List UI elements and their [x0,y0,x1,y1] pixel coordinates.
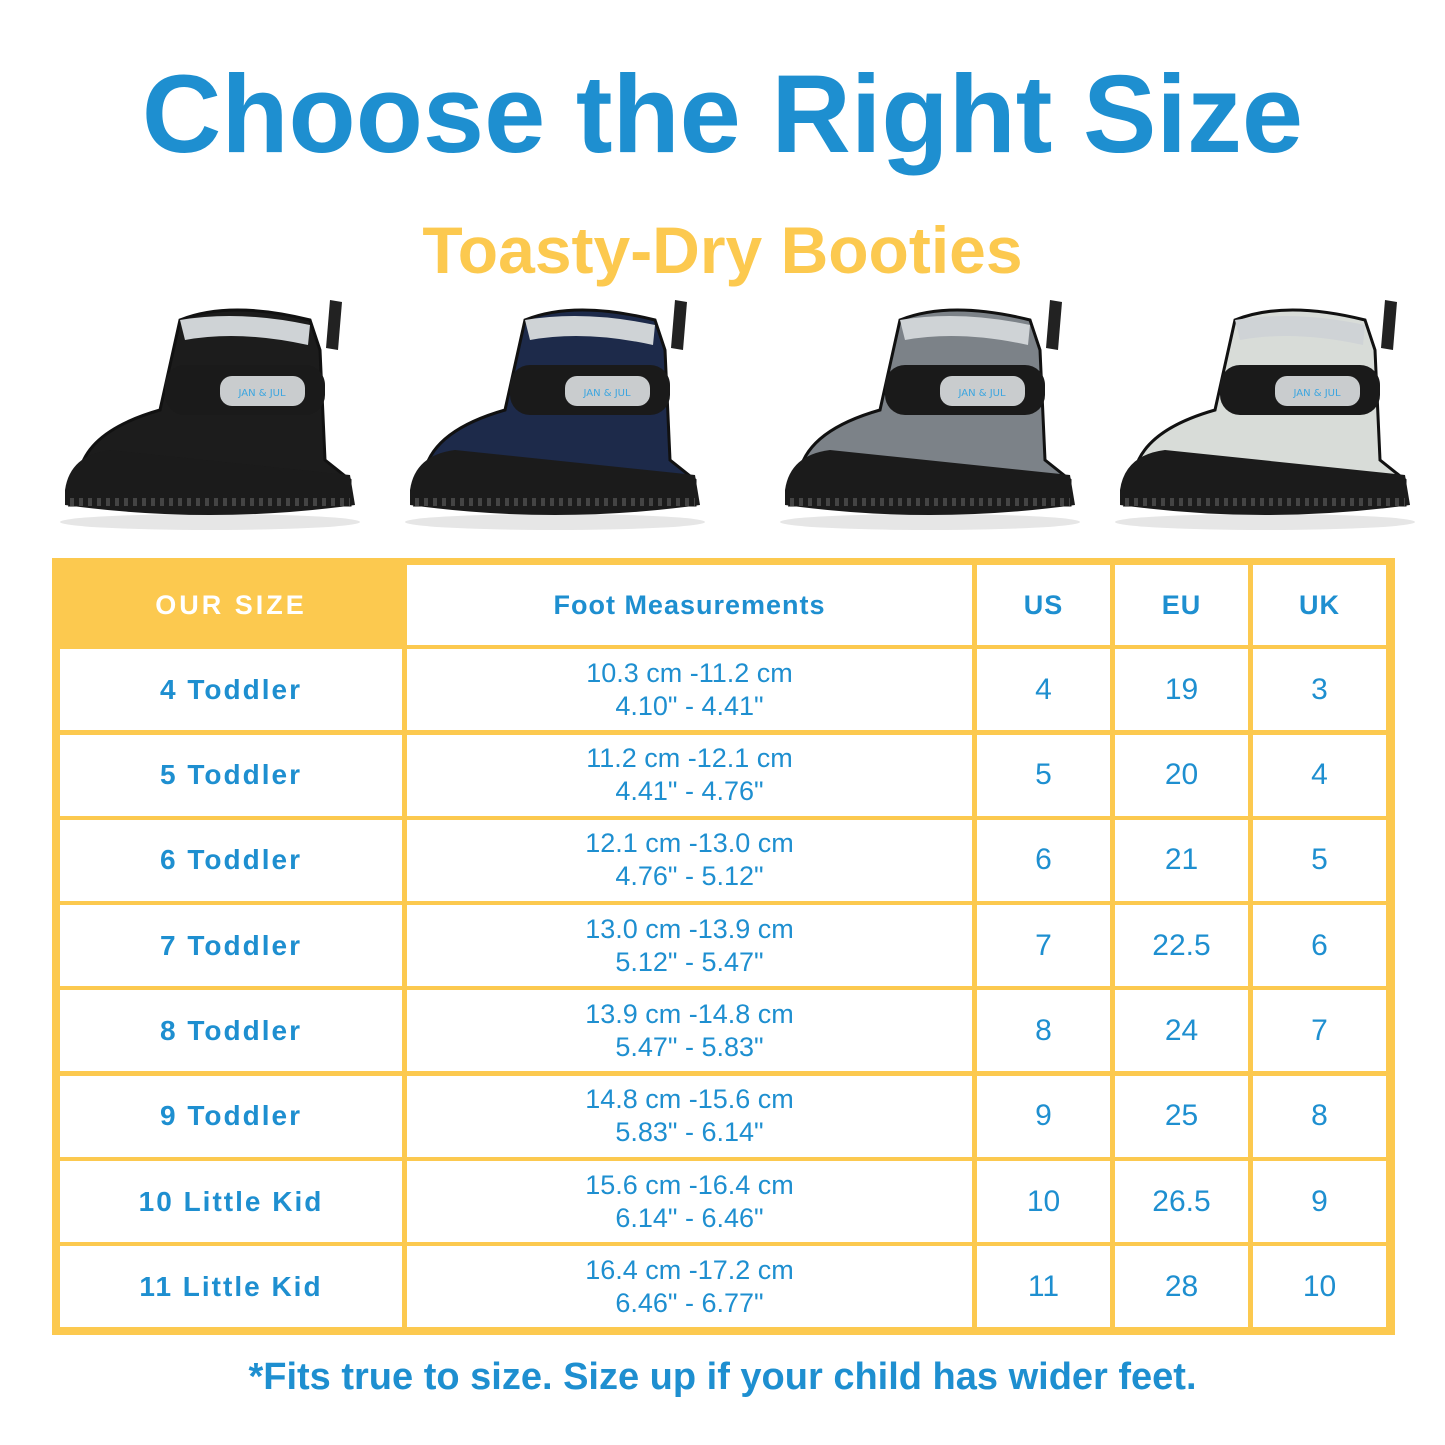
measurement-cm: 13.0 cm -13.9 cm [585,913,794,944]
cell-our-size: 9 Toddler [60,1075,402,1157]
cell-our-size: 5 Toddler [60,734,402,816]
measurement-in: 6.14" - 6.46" [615,1202,764,1233]
measurement-in: 4.10" - 4.41" [615,690,764,721]
header-eu: EU [1115,565,1248,645]
boot-image: JAN & JUL [1105,290,1425,540]
cell-us: 9 [977,1075,1110,1157]
measurement-cm: 11.2 cm -12.1 cm [586,743,793,774]
cell-foot-measurements: 13.9 cm -14.8 cm 5.47" - 5.83" [407,990,972,1072]
measurement-cm: 10.3 cm -11.2 cm [586,657,793,688]
measurement-in: 6.46" - 6.77" [615,1287,764,1318]
cell-our-size: 6 Toddler [60,819,402,901]
cell-us: 5 [977,734,1110,816]
boot-image: JAN & JUL [50,290,370,540]
cell-us: 11 [977,1246,1110,1328]
cell-uk: 5 [1253,819,1386,901]
cell-foot-measurements: 11.2 cm -12.1 cm 4.41" - 4.76" [407,734,972,816]
measurement-in: 4.41" - 4.76" [615,776,764,807]
cell-us: 4 [977,649,1110,731]
measurement-cm: 16.4 cm -17.2 cm [585,1254,794,1285]
header-uk: UK [1253,565,1386,645]
measurement-cm: 13.9 cm -14.8 cm [585,998,794,1029]
header-foot-measurements: Foot Measurements [407,565,972,645]
measurement-cm: 14.8 cm -15.6 cm [585,1084,794,1115]
cell-us: 8 [977,990,1110,1072]
cell-foot-measurements: 13.0 cm -13.9 cm 5.12" - 5.47" [407,905,972,987]
cell-our-size: 10 Little Kid [60,1161,402,1243]
cell-foot-measurements: 12.1 cm -13.0 cm 4.76" - 5.12" [407,819,972,901]
cell-our-size: 11 Little Kid [60,1246,402,1328]
cell-eu: 19 [1115,649,1248,731]
cell-uk: 6 [1253,905,1386,987]
boot-image: JAN & JUL [770,290,1090,540]
cell-us: 7 [977,905,1110,987]
cell-eu: 26.5 [1115,1161,1248,1243]
measurement-cm: 12.1 cm -13.0 cm [585,828,794,859]
cell-eu: 22.5 [1115,905,1248,987]
svg-text:JAN & JUL: JAN & JUL [237,388,286,399]
header-us: US [977,565,1110,645]
cell-uk: 7 [1253,990,1386,1072]
cell-foot-measurements: 14.8 cm -15.6 cm 5.83" - 6.14" [407,1075,972,1157]
cell-eu: 28 [1115,1246,1248,1328]
svg-text:JAN & JUL: JAN & JUL [1292,388,1341,399]
cell-us: 6 [977,819,1110,901]
cell-uk: 8 [1253,1075,1386,1157]
measurement-in: 4.76" - 5.12" [615,861,764,892]
cell-our-size: 4 Toddler [60,649,402,731]
cell-foot-measurements: 10.3 cm -11.2 cm 4.10" - 4.41" [407,649,972,731]
cell-foot-measurements: 16.4 cm -17.2 cm 6.46" - 6.77" [407,1246,972,1328]
measurement-cm: 15.6 cm -16.4 cm [585,1169,794,1200]
boot-image: JAN & JUL [395,290,715,540]
cell-our-size: 8 Toddler [60,990,402,1072]
cell-uk: 10 [1253,1246,1386,1328]
cell-uk: 4 [1253,734,1386,816]
svg-text:JAN & JUL: JAN & JUL [957,388,1006,399]
cell-eu: 21 [1115,819,1248,901]
cell-our-size: 7 Toddler [60,905,402,987]
cell-eu: 24 [1115,990,1248,1072]
cell-us: 10 [977,1161,1110,1243]
cell-foot-measurements: 15.6 cm -16.4 cm 6.14" - 6.46" [407,1161,972,1243]
header-our-size: OUR SIZE [60,565,402,645]
product-subtitle: Toasty-Dry Booties [422,213,1023,287]
boot-images: JAN & JUL JAN & JUL JAN & JUL JAN & JUL [40,290,1420,540]
cell-uk: 3 [1253,649,1386,731]
measurement-in: 5.47" - 5.83" [615,1031,764,1062]
cell-eu: 25 [1115,1075,1248,1157]
size-chart-table: OUR SIZE Foot Measurements US EU UK 4 Toddler… [52,558,1395,1335]
cell-eu: 20 [1115,734,1248,816]
measurement-in: 5.83" - 6.14" [615,1117,764,1148]
page-title: Choose the Right Size [141,53,1304,176]
cell-uk: 9 [1253,1161,1386,1243]
fit-footnote: *Fits true to size. Size up if your chil… [248,1356,1197,1398]
measurement-in: 5.12" - 5.47" [615,946,764,977]
svg-text:JAN & JUL: JAN & JUL [582,388,631,399]
